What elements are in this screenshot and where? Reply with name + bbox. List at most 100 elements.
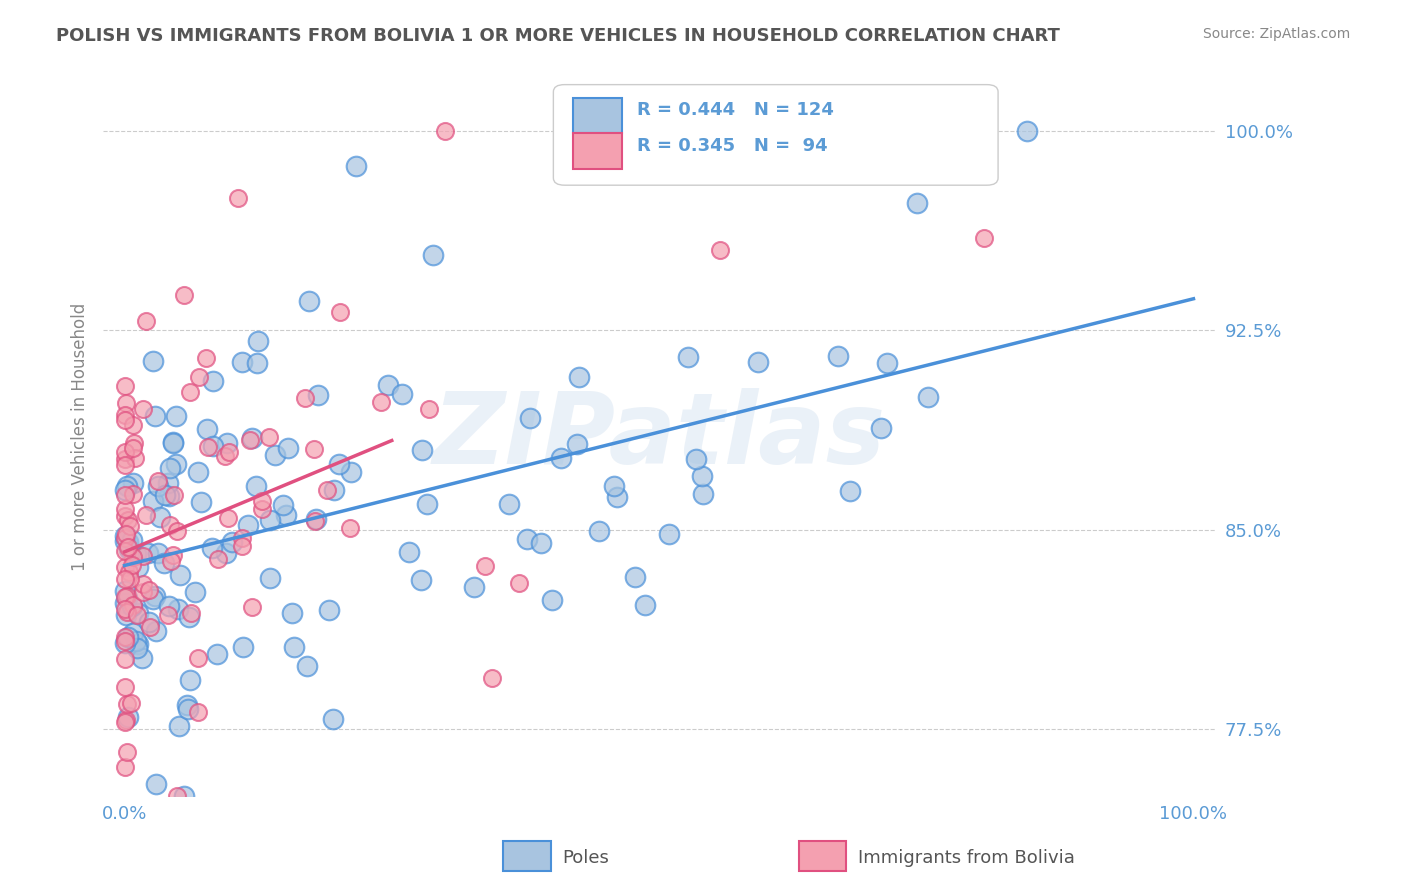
Point xyxy=(606,490,628,504)
Point xyxy=(114,630,136,644)
Point xyxy=(302,442,325,456)
Point xyxy=(344,159,367,173)
Point xyxy=(917,390,939,404)
Point xyxy=(519,410,541,425)
Point xyxy=(187,651,209,665)
Point xyxy=(145,624,167,639)
Point xyxy=(481,671,503,685)
Point xyxy=(398,545,420,559)
Point xyxy=(685,452,707,467)
Point xyxy=(274,508,297,522)
Point xyxy=(160,554,183,568)
Point xyxy=(117,535,139,549)
Point xyxy=(132,549,155,564)
Point xyxy=(176,698,198,713)
Point xyxy=(240,600,263,615)
Point xyxy=(132,585,155,599)
Point xyxy=(187,705,209,719)
Point xyxy=(173,287,195,301)
Point xyxy=(115,714,138,728)
Point xyxy=(226,191,249,205)
Point xyxy=(127,560,149,574)
Point xyxy=(294,391,316,405)
Point xyxy=(159,461,181,475)
Point xyxy=(114,591,136,605)
Point xyxy=(118,542,141,557)
Point xyxy=(709,244,731,258)
Point xyxy=(127,606,149,620)
Point xyxy=(163,488,186,502)
Point xyxy=(197,440,219,454)
Point xyxy=(157,489,180,503)
Point xyxy=(221,535,243,549)
Point xyxy=(114,452,136,467)
Point xyxy=(121,487,143,501)
Point xyxy=(139,620,162,634)
Point xyxy=(114,488,136,502)
Point xyxy=(232,640,254,654)
Point xyxy=(516,532,538,546)
Point xyxy=(121,549,143,564)
Point xyxy=(246,334,269,349)
Point xyxy=(550,450,572,465)
Point xyxy=(114,527,136,541)
Point xyxy=(239,434,262,448)
Point xyxy=(259,513,281,527)
Point xyxy=(340,465,363,479)
Point xyxy=(179,609,201,624)
Point xyxy=(202,439,225,453)
Point xyxy=(205,648,228,662)
Point xyxy=(131,650,153,665)
Point xyxy=(115,479,138,493)
Point xyxy=(658,527,681,541)
Point xyxy=(676,350,699,364)
Point xyxy=(179,673,201,688)
Point xyxy=(138,615,160,630)
Point xyxy=(231,531,253,545)
Point xyxy=(117,540,139,554)
Point xyxy=(162,548,184,562)
Point xyxy=(132,577,155,591)
Point xyxy=(114,573,136,587)
Point xyxy=(415,497,437,511)
Point xyxy=(114,634,136,648)
Point xyxy=(328,458,350,472)
Point xyxy=(132,401,155,416)
Point xyxy=(263,448,285,462)
Point xyxy=(508,576,530,591)
Point xyxy=(177,701,200,715)
Point xyxy=(159,518,181,533)
Point xyxy=(114,413,136,427)
Point xyxy=(215,435,238,450)
Point xyxy=(143,409,166,423)
Point xyxy=(329,305,352,319)
Point xyxy=(115,395,138,409)
Point xyxy=(603,479,626,493)
Point xyxy=(115,745,138,759)
Point xyxy=(339,521,361,535)
Point xyxy=(121,417,143,432)
Point xyxy=(870,421,893,435)
Point xyxy=(568,370,591,384)
Point xyxy=(121,598,143,612)
Point xyxy=(114,529,136,543)
Point xyxy=(117,631,139,645)
FancyBboxPatch shape xyxy=(574,97,623,133)
Point xyxy=(138,583,160,598)
Point xyxy=(245,478,267,492)
Point xyxy=(305,512,328,526)
Point xyxy=(565,436,588,450)
Point xyxy=(411,442,433,457)
Point xyxy=(162,436,184,450)
Point xyxy=(322,483,344,498)
Point xyxy=(121,533,143,547)
Point xyxy=(167,719,190,733)
Text: Immigrants from Bolivia: Immigrants from Bolivia xyxy=(858,849,1074,867)
Point xyxy=(391,387,413,401)
Point xyxy=(122,626,145,640)
Point xyxy=(271,499,294,513)
Point xyxy=(283,640,305,654)
Point xyxy=(157,607,180,622)
Point xyxy=(146,546,169,560)
FancyBboxPatch shape xyxy=(554,85,998,186)
